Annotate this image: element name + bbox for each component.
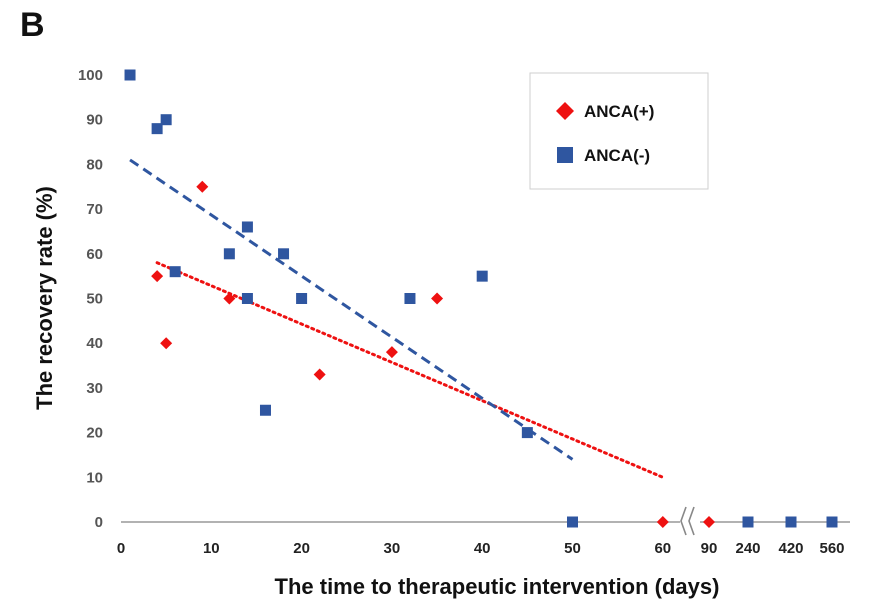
data-point-square bbox=[404, 293, 416, 304]
y-tick-label: 10 bbox=[86, 469, 103, 486]
x-tick-label: 0 bbox=[117, 540, 125, 557]
data-point-diamond bbox=[385, 346, 398, 359]
y-tick-label: 30 bbox=[86, 380, 103, 397]
data-point-square bbox=[241, 293, 253, 304]
y-tick-label: 90 bbox=[86, 112, 103, 129]
y-tick-label: 80 bbox=[86, 156, 103, 173]
x-tick-label: 10 bbox=[203, 540, 220, 557]
data-point-square bbox=[160, 114, 172, 126]
trendlines bbox=[129, 158, 665, 479]
y-tick-label: 40 bbox=[86, 335, 103, 352]
y-tick-labels: 0 10 20 30 40 50 60 70 80 90 100 bbox=[78, 67, 103, 531]
data-point-diamond bbox=[431, 292, 444, 305]
legend-label: ANCA(-) bbox=[584, 146, 650, 165]
data-point-square bbox=[169, 266, 181, 278]
panel-label: B bbox=[20, 6, 45, 44]
x-tick-label: 60 bbox=[654, 540, 671, 557]
data-point-square bbox=[223, 248, 235, 260]
data-point-square bbox=[241, 221, 253, 233]
data-point-diamond bbox=[151, 270, 164, 283]
y-axis-title: The recovery rate (%) bbox=[32, 186, 57, 410]
y-tick-label: 100 bbox=[78, 67, 103, 84]
legend: ANCA(+) ANCA(-) bbox=[529, 72, 709, 190]
data-point-square bbox=[151, 123, 163, 135]
y-tick-label: 20 bbox=[86, 425, 103, 442]
x-tick-label: 50 bbox=[564, 540, 581, 557]
x-tick-label: 20 bbox=[293, 540, 310, 557]
data-point-square bbox=[785, 516, 797, 528]
x-tick-label: 240 bbox=[735, 540, 760, 557]
data-points bbox=[124, 69, 838, 528]
x-tick-label: 40 bbox=[474, 540, 491, 557]
axis-break-marker bbox=[680, 506, 700, 536]
data-point-square bbox=[278, 248, 290, 260]
data-point-square bbox=[742, 516, 754, 528]
axes bbox=[121, 506, 850, 536]
data-point-diamond bbox=[313, 368, 326, 381]
legend-box bbox=[529, 72, 709, 190]
legend-marker-square bbox=[557, 147, 573, 163]
x-axis-title: The time to therapeutic intervention (da… bbox=[275, 574, 720, 599]
data-point-square bbox=[259, 404, 271, 416]
data-point-square bbox=[476, 270, 488, 282]
x-tick-label: 420 bbox=[778, 540, 803, 557]
data-point-diamond bbox=[160, 337, 173, 350]
data-point-square bbox=[521, 427, 533, 439]
x-tick-label: 560 bbox=[819, 540, 844, 557]
x-tick-label: 90 bbox=[701, 540, 718, 557]
x-tick-label: 30 bbox=[384, 540, 401, 557]
data-point-diamond bbox=[196, 180, 209, 193]
y-tick-label: 70 bbox=[86, 201, 103, 218]
y-tick-label: 0 bbox=[95, 514, 103, 531]
data-point-square bbox=[826, 516, 838, 528]
trendline-anca-positive bbox=[155, 261, 665, 479]
data-point-square bbox=[124, 69, 136, 81]
y-tick-label: 60 bbox=[86, 246, 103, 263]
y-tick-label: 50 bbox=[86, 291, 103, 308]
data-point-square bbox=[296, 293, 308, 304]
data-point-diamond bbox=[223, 292, 236, 305]
x-tick-labels: 0 10 20 30 40 50 60 90 240 420 560 bbox=[117, 540, 845, 557]
legend-marker-diamond bbox=[556, 102, 574, 120]
legend-label: ANCA(+) bbox=[584, 102, 654, 121]
trendline-anca-negative bbox=[129, 158, 574, 461]
data-point-diamond bbox=[656, 516, 669, 528]
data-point-diamond bbox=[703, 516, 715, 528]
data-point-square bbox=[567, 516, 578, 528]
